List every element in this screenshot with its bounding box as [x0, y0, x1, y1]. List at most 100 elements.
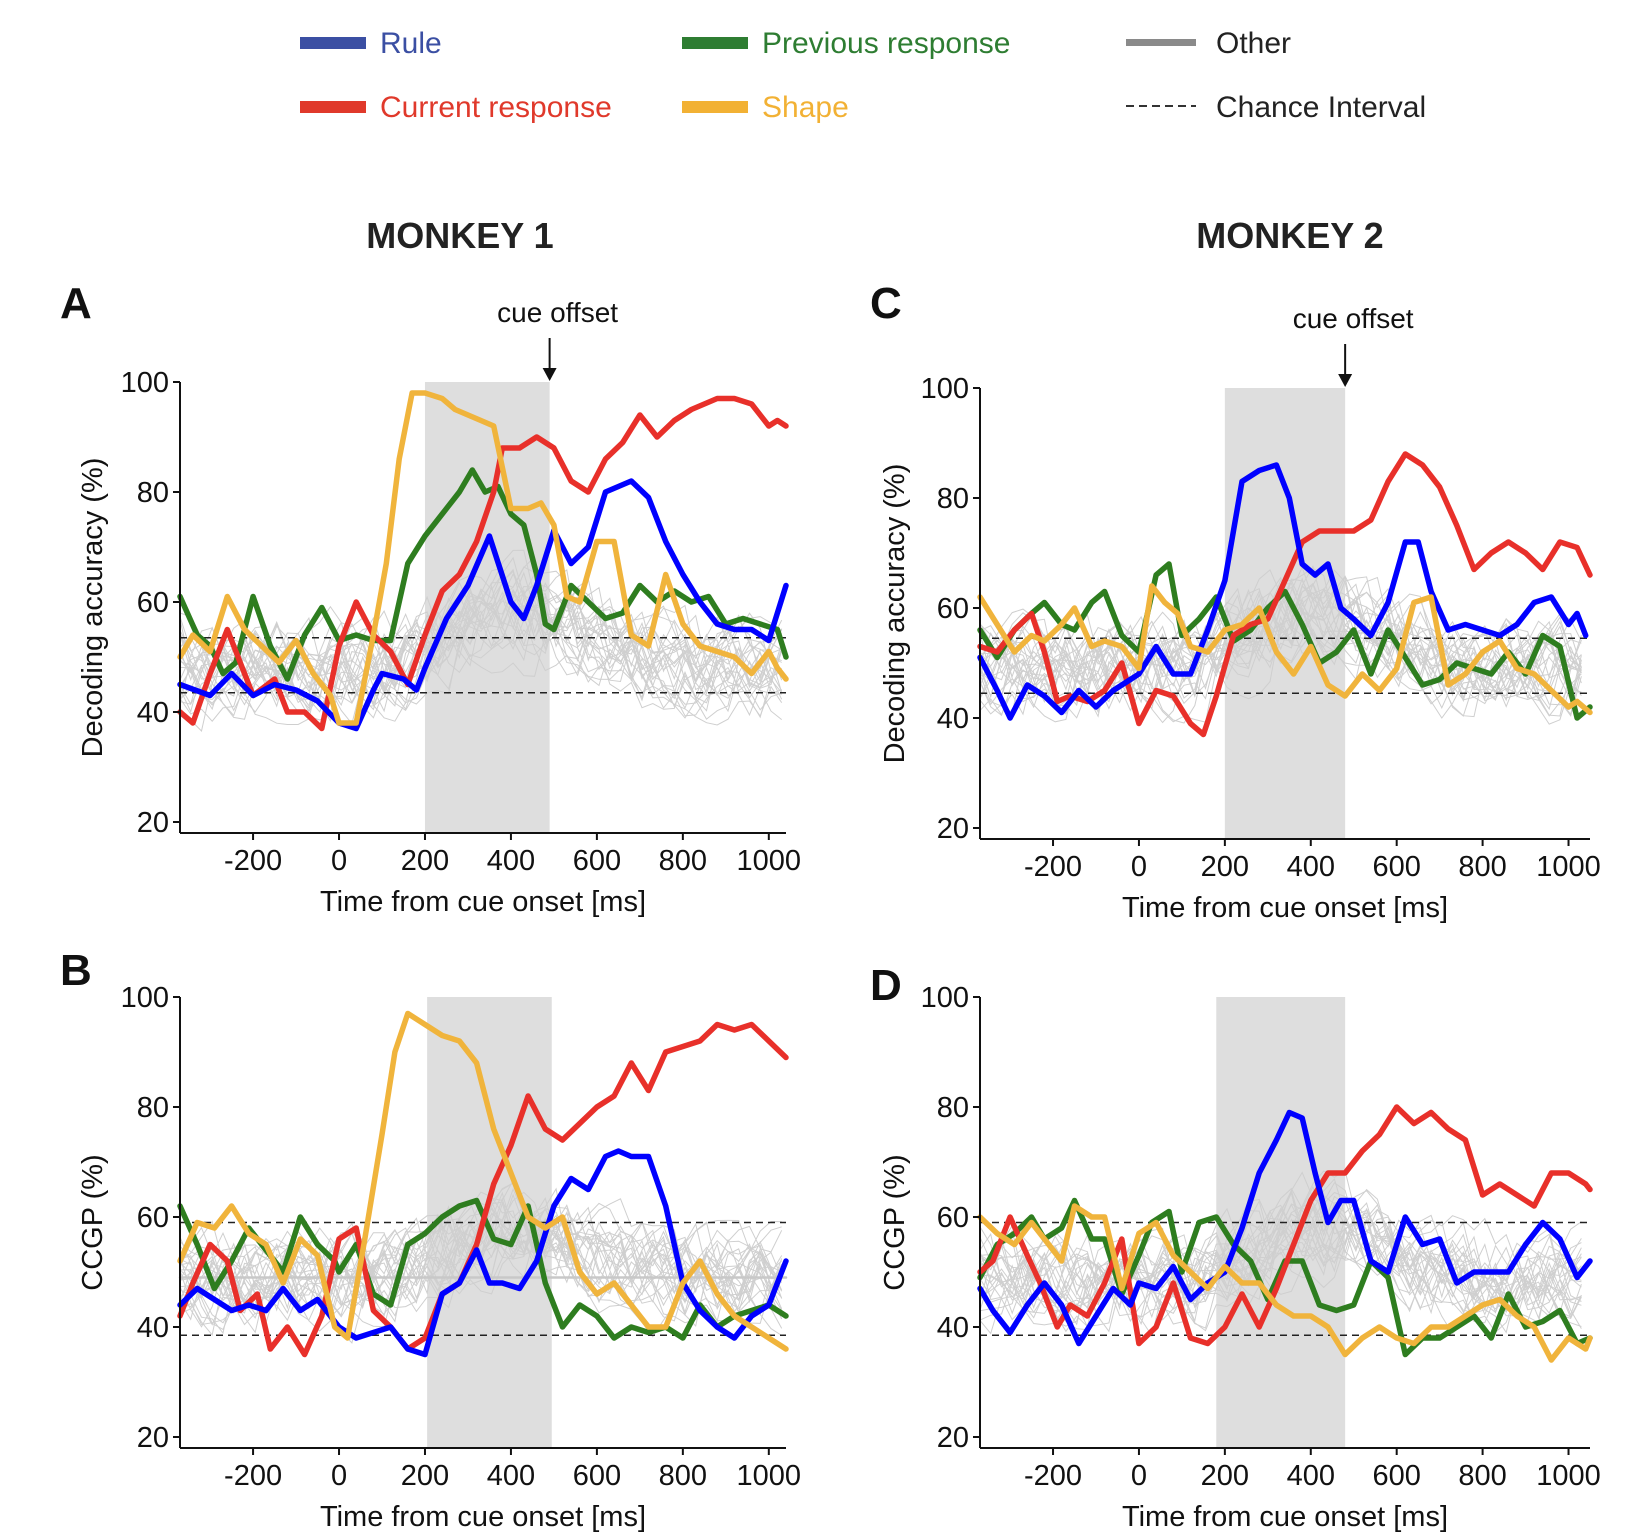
panel-b-x-tick-label: -200: [224, 1460, 282, 1492]
panel-a-x-axis-label: Time from cue onset [ms]: [320, 886, 646, 918]
panel-b-series-previous: [177, 1197, 789, 1341]
legend-swatch-previous-response: [682, 37, 748, 49]
panel-d-y-axis-label: CCGP (%): [879, 1154, 911, 1290]
panel-a-series-shape: [177, 390, 789, 726]
panel-d-y-tick-label: 100: [921, 982, 969, 1014]
panel-c-y-tick-label: 40: [937, 703, 969, 735]
panel-d-y-tick-label: 60: [937, 1202, 969, 1234]
panel-c-series-shape: [977, 583, 1593, 716]
legend-swatch-shape: [682, 101, 748, 113]
panel-b-series-rule: [177, 1148, 789, 1358]
panel-c-y-tick-label: 60: [937, 593, 969, 625]
legend-label-chance-interval: Chance Interval: [1216, 91, 1426, 124]
panel-c-letter: C: [870, 279, 902, 328]
panel-d-y-tick-label: 20: [937, 1422, 969, 1454]
legend-item-shape[interactable]: Shape: [682, 91, 849, 124]
panel-d-series-current: [977, 1104, 1593, 1347]
panel-b-x-tick-label: 800: [659, 1460, 707, 1492]
panel-b-letter: B: [60, 946, 92, 995]
panel-b-y-tick-label: 40: [137, 1312, 169, 1344]
panel-d-x-tick-label: -200: [1024, 1460, 1082, 1492]
panel-a-other-trace: [179, 556, 783, 720]
panel-c-x-tick-label: 0: [1131, 851, 1147, 883]
legend-item-other[interactable]: Other: [1126, 27, 1291, 60]
panel-b-y-tick-label: 20: [137, 1422, 169, 1454]
panel-c-other-trace: [979, 618, 1582, 724]
panel-c-cue-offset-label: cue offset: [1293, 303, 1414, 334]
panel-a: A 20 40 60 80 100 -200 0 200 400 600 800 1000 Time fr…: [60, 279, 801, 918]
panel-a-y-tick-label: 100: [121, 367, 169, 399]
panel-d-other-trace: [979, 1191, 1582, 1325]
panel-d-other-trace: [979, 1201, 1582, 1331]
panel-b-x-axis-label: Time from cue onset [ms]: [320, 1501, 646, 1533]
panel-a-letter: A: [60, 279, 92, 328]
panel-a-other-trace: [179, 594, 782, 711]
legend-label-current-response: Current response: [380, 91, 612, 124]
panel-d-y-tick-label: 80: [937, 1092, 969, 1124]
panel-d-x-tick-label: 600: [1372, 1460, 1420, 1492]
legend-item-chance-interval[interactable]: Chance Interval: [1126, 91, 1426, 124]
panel-b-y-axis-label: CCGP (%): [77, 1154, 109, 1290]
panel-b-series-shape: [177, 1010, 789, 1352]
panel-b-x-tick-label: 1000: [737, 1460, 802, 1492]
panel-a-other-trace: [179, 570, 783, 710]
panel-d-other-trace: [979, 1211, 1582, 1310]
panel-a-x-tick-label: -200: [224, 845, 282, 877]
panel-d-series-rule: [977, 1109, 1593, 1347]
panel-c-y-tick-label: 100: [921, 373, 969, 405]
panel-c-x-tick-label: 400: [1287, 851, 1335, 883]
legend-label-previous-response: Previous response: [762, 27, 1010, 60]
panel-c-x-tick-label: 600: [1372, 851, 1420, 883]
panel-c-x-axis-label: Time from cue onset [ms]: [1122, 892, 1448, 924]
panel-a-other-trace: [179, 600, 783, 713]
panel-c-other-trace: [979, 585, 1582, 699]
panel-d-x-tick-label: 400: [1287, 1460, 1335, 1492]
panel-a-x-tick-label: 400: [487, 845, 535, 877]
panel-c-y-tick-label: 20: [937, 813, 969, 845]
monkey2-title: MONKEY 2: [1196, 215, 1383, 256]
legend-item-current-response[interactable]: Current response: [300, 91, 612, 124]
panel-b-y-tick-label: 60: [137, 1202, 169, 1234]
panel-d: D 20 40 60 80 100 -200 0 200 400 600 800 1000 Time fr…: [870, 961, 1601, 1533]
panel-b-y-tick-label: 100: [121, 982, 169, 1014]
panel-c-y-axis-label: Decoding accuracy (%): [879, 464, 911, 764]
panel-b-x-tick-label: 200: [401, 1460, 449, 1492]
panel-a-y-tick-label: 60: [137, 587, 169, 619]
legend-label-shape: Shape: [762, 91, 849, 124]
panel-c-other-trace: [979, 580, 1582, 717]
panel-c-other-trace: [979, 590, 1582, 700]
panel-d-x-tick-label: 200: [1201, 1460, 1249, 1492]
panel-a-y-axis-label: Decoding accuracy (%): [77, 458, 109, 758]
panel-d-other-trace: [979, 1204, 1582, 1323]
legend-item-rule[interactable]: Rule: [300, 27, 442, 60]
panel-d-x-tick-label: 1000: [1536, 1460, 1601, 1492]
panel-c-y-tick-label: 80: [937, 483, 969, 515]
panel-b: B 20 40 60 80 100 -200 0 200 400 600 800 1000 Time fr…: [60, 946, 801, 1533]
legend-item-previous-response[interactable]: Previous response: [682, 27, 1010, 60]
panel-a-y-tick-label: 40: [137, 697, 169, 729]
panel-c-x-tick-label: 800: [1458, 851, 1506, 883]
panel-c-x-tick-label: 200: [1201, 851, 1249, 883]
panel-a-y-tick-label: 80: [137, 477, 169, 509]
monkey1-title: MONKEY 1: [366, 215, 553, 256]
panel-d-other-trace: [979, 1211, 1582, 1308]
legend-label-other: Other: [1216, 27, 1291, 60]
panel-c-other-trace: [979, 578, 1582, 709]
panel-d-other-trace: [979, 1212, 1582, 1334]
panel-a-other-trace: [179, 600, 783, 720]
panel-b-y-tick-label: 80: [137, 1092, 169, 1124]
panel-b-series-current: [177, 1021, 789, 1358]
panel-d-other-trace: [979, 1218, 1582, 1320]
panel-c-cue-offset-arrow-head: [1338, 374, 1353, 387]
panel-a-x-tick-label: 0: [331, 845, 347, 877]
panel-d-letter: D: [870, 961, 902, 1010]
panel-d-other-trace: [979, 1198, 1582, 1321]
panel-a-x-tick-label: 800: [659, 845, 707, 877]
panel-a-other-trace: [179, 567, 782, 725]
panel-c-series-rule: [977, 462, 1589, 721]
panel-b-x-tick-label: 0: [331, 1460, 347, 1492]
panel-d-series-shape: [977, 1203, 1593, 1363]
panel-a-other-trace: [179, 595, 783, 719]
panel-b-other-trace: [179, 1228, 783, 1321]
